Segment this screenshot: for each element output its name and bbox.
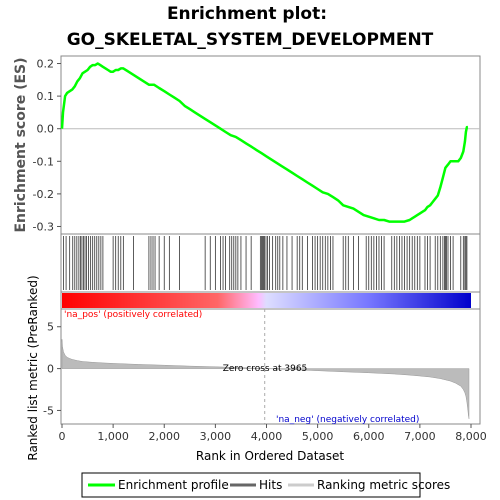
- metric-layer: [61, 309, 470, 424]
- es-layer: [60, 62, 480, 223]
- pos-label: 'na_pos' (positively correlated): [64, 310, 202, 320]
- metric-ytick-label: -5: [43, 404, 54, 417]
- chart-title-line2: GO_SKELETAL_SYSTEM_DEVELOPMENT: [67, 30, 434, 50]
- hits-panel: [60, 233, 481, 293]
- xtick-label: 1,000: [97, 430, 129, 443]
- hits-layer: [63, 236, 468, 290]
- legend: Enrichment profile Hits Ranking metric s…: [81, 472, 450, 498]
- es-ytick-label: 0.1: [37, 90, 55, 103]
- xtick-label: 4,000: [251, 430, 283, 443]
- xtick-label: 3,000: [200, 430, 232, 443]
- chart-title-line1: Enrichment plot:: [167, 4, 327, 24]
- metric-ylabel: Ranked list metric (PreRanked): [26, 275, 40, 460]
- ranking-metric-area: [61, 339, 470, 419]
- legend-label-metric: Ranking metric scores: [317, 478, 450, 492]
- xlabel: Rank in Ordered Dataset: [196, 449, 344, 463]
- xtick-label: 8,000: [455, 430, 487, 443]
- es-ytick-label: -0.1: [33, 155, 54, 168]
- legend-label-enrichment: Enrichment profile: [118, 478, 229, 492]
- xtick-label: 2,000: [149, 430, 181, 443]
- es-ytick-label: -0.3: [33, 220, 54, 233]
- neg-label: 'na_neg' (negatively correlated): [276, 415, 419, 425]
- legend-label-hits: Hits: [259, 478, 282, 492]
- es-ylabel: Enrichment score (ES): [13, 57, 29, 232]
- es-panel: [60, 55, 481, 235]
- es-ytick-label: 0.0: [37, 123, 55, 136]
- es-ytick-label: 0.2: [37, 58, 55, 71]
- zero-cross-label: Zero cross at 3965: [223, 364, 308, 374]
- xtick-label: 6,000: [353, 430, 385, 443]
- es-ytick-label: -0.2: [33, 188, 54, 201]
- axes-layer: 0.2 0.1 0.0 -0.1 -0.2 -0.3 5 0 -5 0 1,000 2,000 3,00…: [33, 58, 487, 443]
- xtick-label: 5,000: [302, 430, 334, 443]
- color-bar: [62, 293, 471, 308]
- metric-ytick-label: 0: [47, 363, 54, 376]
- enrichment-profile-line: [60, 62, 469, 223]
- metric-ytick-label: 5: [47, 321, 54, 334]
- xtick-label: 0: [59, 430, 66, 443]
- xtick-label: 7,000: [404, 430, 436, 443]
